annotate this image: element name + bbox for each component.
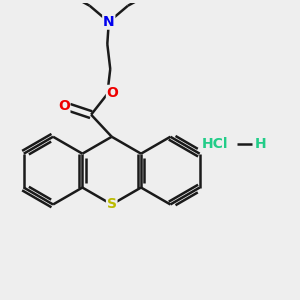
Text: HCl: HCl — [202, 137, 228, 151]
Text: S: S — [107, 197, 117, 212]
Text: N: N — [103, 15, 115, 29]
Text: O: O — [107, 85, 118, 100]
Text: O: O — [58, 99, 70, 113]
Text: H: H — [255, 137, 266, 151]
